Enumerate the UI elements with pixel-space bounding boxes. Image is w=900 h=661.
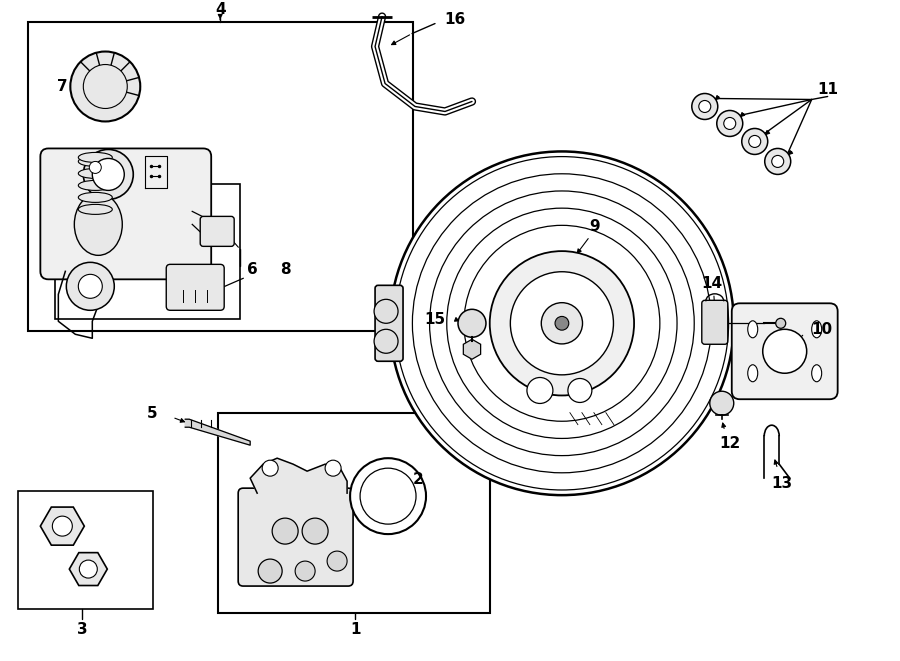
Bar	[18, 491, 153, 609]
Circle shape	[762, 329, 806, 373]
Circle shape	[541, 303, 582, 344]
FancyBboxPatch shape	[166, 264, 224, 310]
Ellipse shape	[812, 321, 822, 338]
Circle shape	[67, 262, 114, 310]
FancyBboxPatch shape	[40, 149, 212, 280]
Circle shape	[698, 100, 711, 112]
Circle shape	[374, 299, 398, 323]
Text: 12: 12	[719, 436, 741, 451]
FancyBboxPatch shape	[732, 303, 838, 399]
Circle shape	[458, 309, 486, 337]
Circle shape	[93, 159, 124, 190]
Text: 2: 2	[413, 472, 423, 486]
Text: 6: 6	[247, 262, 257, 277]
Text: 8: 8	[280, 262, 291, 277]
Text: 5: 5	[147, 406, 158, 420]
Text: 14: 14	[701, 276, 723, 291]
Circle shape	[510, 272, 614, 375]
Text: 13: 13	[771, 476, 792, 490]
Circle shape	[325, 460, 341, 476]
Circle shape	[395, 157, 729, 490]
Circle shape	[302, 518, 328, 544]
Circle shape	[295, 561, 315, 581]
Circle shape	[724, 118, 736, 130]
Circle shape	[710, 391, 734, 415]
Circle shape	[742, 128, 768, 155]
Circle shape	[374, 329, 398, 353]
Circle shape	[765, 149, 791, 175]
Ellipse shape	[812, 365, 822, 382]
Circle shape	[749, 136, 760, 147]
Bar	[29, 22, 413, 331]
Polygon shape	[185, 419, 250, 446]
Circle shape	[716, 110, 742, 136]
Text: 7: 7	[57, 79, 68, 94]
Circle shape	[526, 377, 553, 403]
Circle shape	[84, 65, 127, 108]
Polygon shape	[250, 458, 347, 493]
Circle shape	[258, 559, 282, 583]
FancyBboxPatch shape	[238, 488, 353, 586]
Circle shape	[555, 317, 569, 330]
Circle shape	[272, 518, 298, 544]
Circle shape	[464, 225, 660, 421]
Circle shape	[692, 93, 718, 120]
Circle shape	[89, 161, 102, 173]
Circle shape	[446, 208, 677, 438]
Text: 15: 15	[425, 312, 446, 327]
Ellipse shape	[78, 157, 112, 167]
Text: 1: 1	[350, 621, 360, 637]
Text: 10: 10	[811, 322, 832, 337]
Circle shape	[360, 468, 416, 524]
Ellipse shape	[748, 365, 758, 382]
Circle shape	[776, 319, 786, 329]
Bar	[218, 413, 490, 613]
Circle shape	[350, 458, 426, 534]
Ellipse shape	[78, 153, 112, 163]
Ellipse shape	[78, 192, 112, 202]
Circle shape	[390, 151, 734, 495]
Circle shape	[429, 191, 694, 455]
Bar	[55, 184, 240, 319]
Circle shape	[568, 379, 592, 403]
Circle shape	[327, 551, 347, 571]
Circle shape	[79, 560, 97, 578]
Text: 4: 4	[215, 2, 226, 17]
Text: 16: 16	[445, 12, 465, 27]
Circle shape	[490, 251, 634, 395]
FancyBboxPatch shape	[702, 300, 728, 344]
Text: 3: 3	[77, 621, 87, 637]
Circle shape	[771, 155, 784, 167]
Text: 11: 11	[817, 82, 838, 97]
Circle shape	[262, 460, 278, 476]
Ellipse shape	[78, 169, 112, 178]
Ellipse shape	[75, 194, 122, 255]
Circle shape	[84, 149, 133, 200]
Text: 9: 9	[590, 219, 600, 234]
Circle shape	[52, 516, 72, 536]
Circle shape	[70, 52, 140, 122]
Circle shape	[412, 174, 711, 473]
Circle shape	[78, 274, 103, 298]
FancyBboxPatch shape	[200, 216, 234, 247]
Ellipse shape	[78, 180, 112, 190]
Ellipse shape	[748, 321, 758, 338]
FancyBboxPatch shape	[375, 286, 403, 362]
Ellipse shape	[78, 204, 112, 214]
